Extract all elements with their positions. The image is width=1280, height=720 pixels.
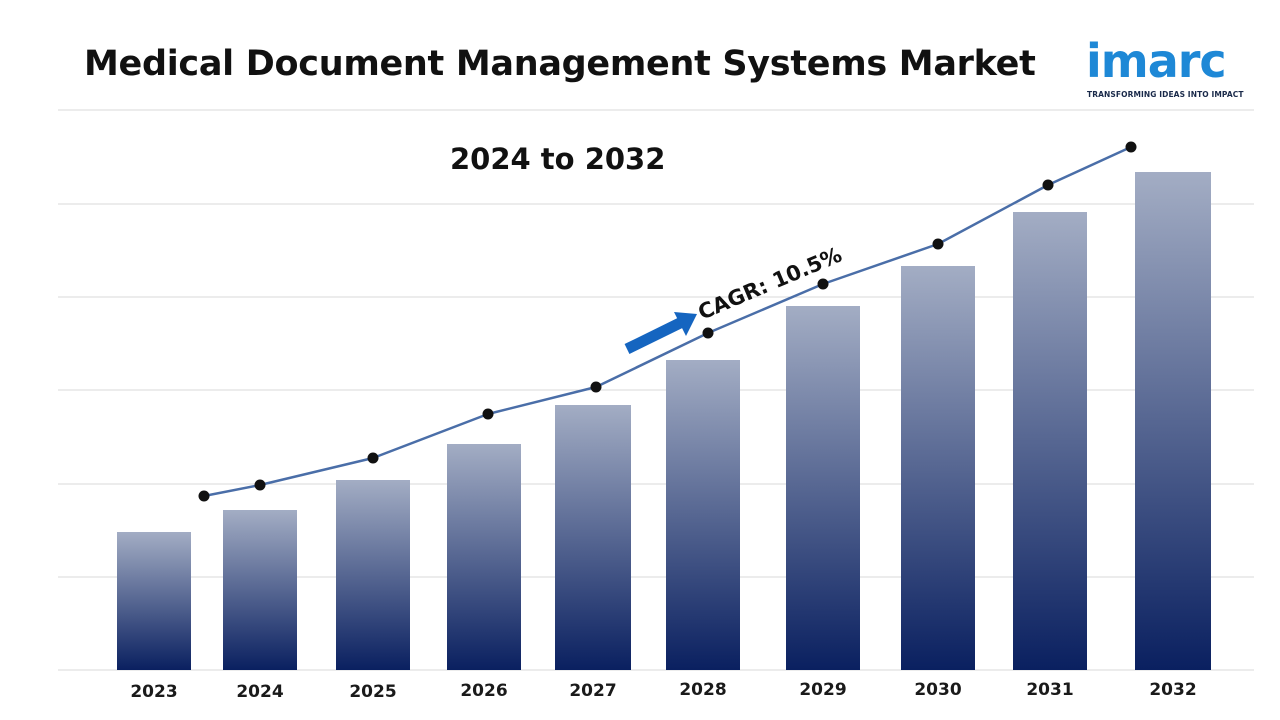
chart-subtitle: 2024 to 2032 [450, 142, 666, 176]
bar-2031 [1013, 212, 1087, 670]
bar-2025 [336, 480, 410, 670]
x-tick-label-2025: 2025 [349, 682, 396, 702]
logo-tagline: TRANSFORMING IDEAS INTO IMPACT [1087, 90, 1244, 99]
x-tick-label-2029: 2029 [799, 680, 846, 700]
trend-marker-2032 [1125, 141, 1137, 153]
bar-2028 [666, 360, 740, 670]
trend-marker-2029 [817, 278, 829, 290]
trend-marker-2027 [590, 381, 602, 393]
arrow-icon [624, 312, 697, 354]
trend-marker-2031 [1042, 179, 1054, 191]
trend-marker-2023 [198, 490, 210, 502]
trend-marker-2026 [482, 408, 494, 420]
x-tick-label-2032: 2032 [1149, 680, 1196, 700]
x-tick-label-2028: 2028 [679, 680, 726, 700]
bars [117, 172, 1211, 670]
x-tick-label-2026: 2026 [460, 681, 507, 701]
x-tick-label-2031: 2031 [1026, 680, 1073, 700]
x-tick-label-2024: 2024 [236, 682, 283, 702]
chart-title: Medical Document Management Systems Mark… [84, 44, 1036, 84]
bar-2027 [555, 405, 631, 670]
trend-marker-2030 [932, 238, 944, 250]
bar-2030 [901, 266, 975, 670]
bar-2029 [786, 306, 860, 670]
x-tick-label-2027: 2027 [569, 681, 616, 701]
trend-marker-2025 [367, 452, 379, 464]
imarc-logo: imarc TRANSFORMING IDEAS INTO IMPACT [1086, 30, 1251, 105]
trend-marker-2028 [702, 327, 714, 339]
trend-marker-2024 [254, 479, 266, 491]
trend-line [203, 145, 1132, 498]
bar-2032 [1135, 172, 1211, 670]
trend-line-group [198, 141, 1137, 502]
x-axis-labels: 2023 2024 2025 2026 2027 2028 2029 2030 2031 2032 [130, 680, 1196, 702]
bar-2024 [223, 510, 297, 670]
x-tick-label-2023: 2023 [130, 682, 177, 702]
logo-wordmark: imarc [1086, 34, 1227, 88]
bar-2023 [117, 532, 191, 670]
x-tick-label-2030: 2030 [914, 680, 961, 700]
bar-2026 [447, 444, 521, 670]
